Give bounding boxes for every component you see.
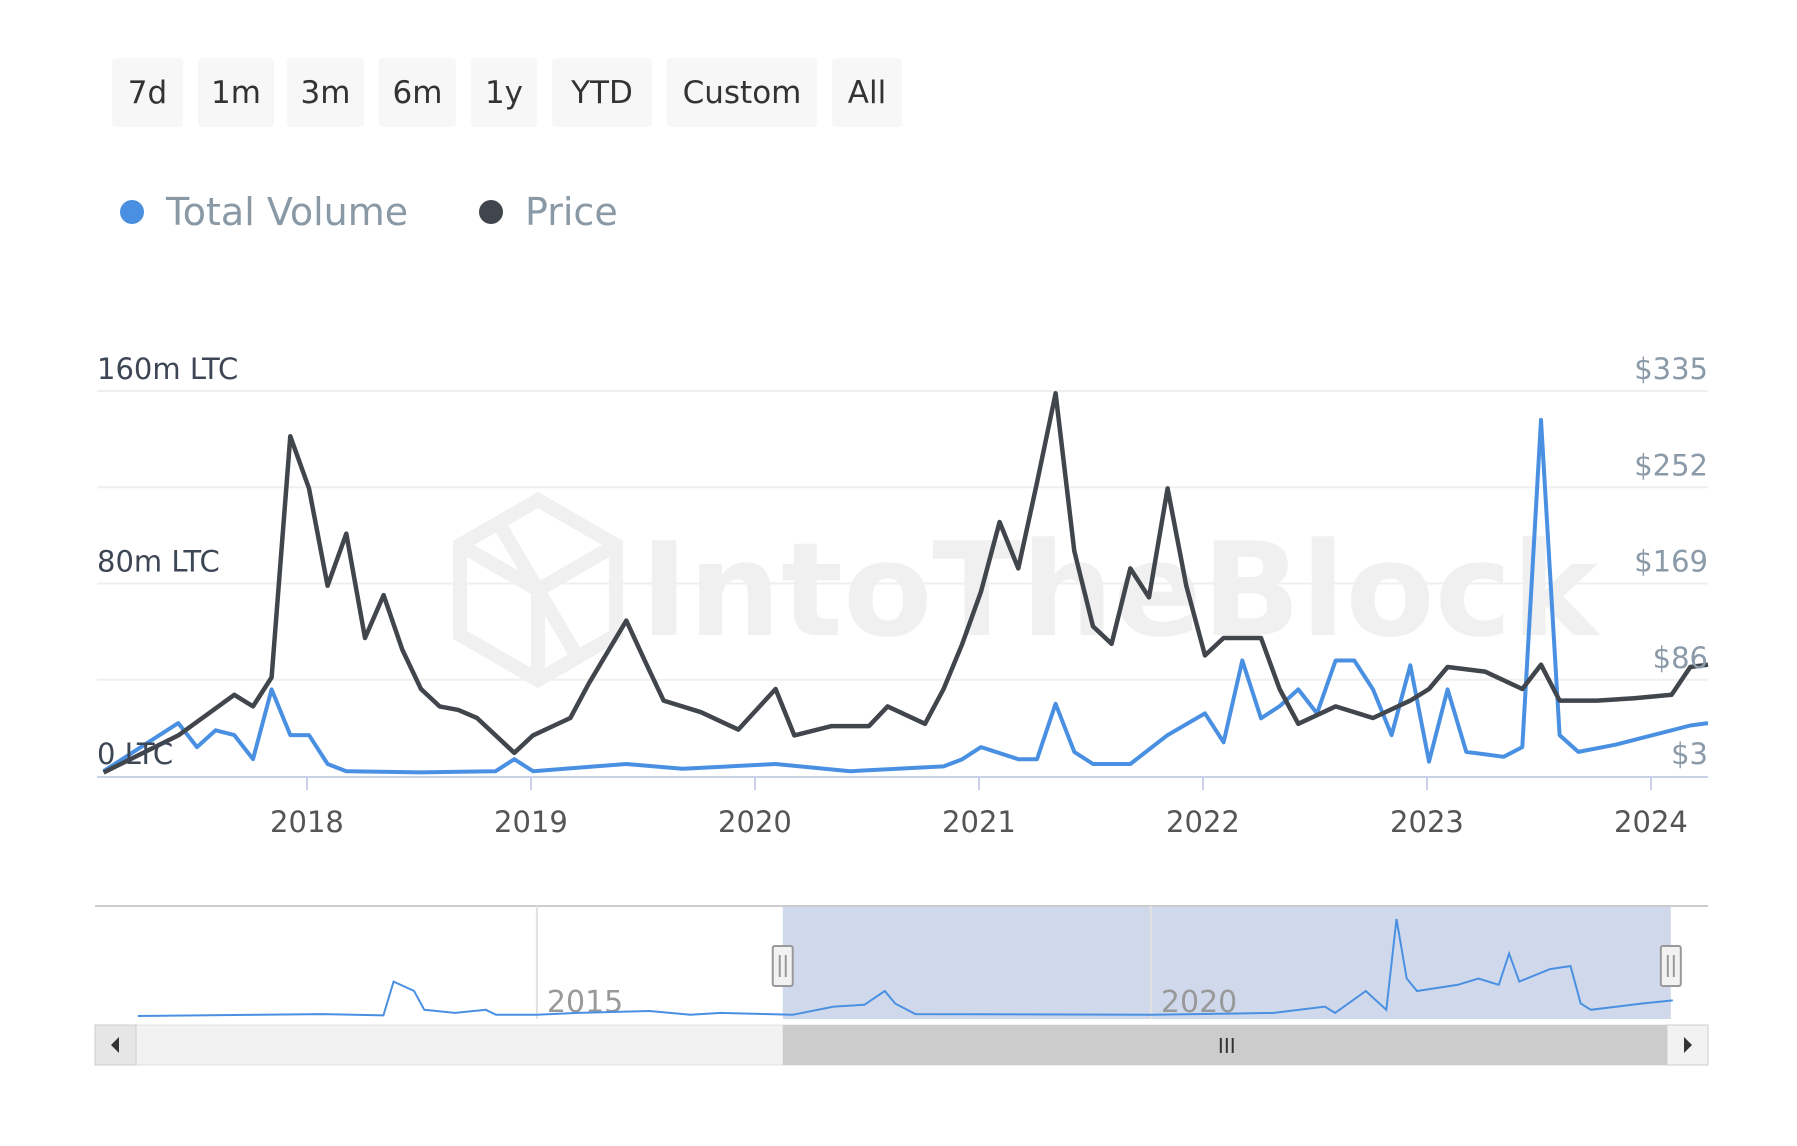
range-button-all[interactable]: All: [832, 58, 902, 127]
left-axis-label: 0 LTC: [97, 737, 173, 771]
scroll-right-button[interactable]: [1666, 1024, 1709, 1066]
right-axis-label: $3: [1671, 737, 1708, 771]
navigator-selection[interactable]: [782, 907, 1671, 1019]
navigator-handle-right[interactable]: [1659, 945, 1682, 987]
x-axis-label: 2021: [942, 805, 1016, 839]
volume-line: [102, 417, 1709, 775]
x-axis-label: 2022: [1166, 805, 1240, 839]
legend-label-price: Price: [525, 190, 618, 234]
volume-dot-icon: [120, 200, 144, 224]
price-line: [102, 391, 1709, 775]
x-axis-label: 2020: [718, 805, 792, 839]
scroll-left-button[interactable]: [94, 1024, 137, 1066]
legend-label-total-volume: Total Volume: [166, 190, 409, 234]
navigator-handle-left[interactable]: [771, 945, 794, 987]
scrollbar-thumb[interactable]: [782, 1025, 1671, 1065]
range-button-3m[interactable]: 3m: [287, 58, 364, 127]
right-axis-label: $86: [1653, 641, 1708, 675]
x-axis-label: 2018: [270, 805, 344, 839]
range-button-6m[interactable]: 6m: [379, 58, 456, 127]
watermark-text: IntoTheBlock: [640, 514, 1601, 666]
right-axis-label: $169: [1634, 545, 1708, 579]
arrow-right-icon: [1684, 1037, 1692, 1053]
legend-item-price[interactable]: Price: [479, 190, 618, 234]
left-axis-label: 160m LTC: [97, 352, 238, 386]
legend-item-total-volume[interactable]: Total Volume: [120, 190, 408, 234]
arrow-left-icon: [111, 1037, 119, 1053]
range-button-1m[interactable]: 1m: [198, 58, 274, 127]
range-button-ytd[interactable]: YTD: [552, 58, 652, 127]
range-button-7d[interactable]: 7d: [112, 58, 183, 127]
left-axis-label: 80m LTC: [97, 545, 220, 579]
price-dot-icon: [479, 200, 503, 224]
range-button-1y[interactable]: 1y: [471, 58, 537, 127]
scrollbar-grip: III: [1218, 1034, 1236, 1058]
watermark: IntoTheBlock: [453, 491, 1601, 689]
x-axis-label: 2019: [494, 805, 568, 839]
navigator-series: [137, 918, 1673, 1017]
x-axis-label: 2023: [1390, 805, 1464, 839]
x-axis-label: 2024: [1614, 805, 1688, 839]
range-button-custom[interactable]: Custom: [667, 58, 817, 127]
right-axis-label: $252: [1634, 448, 1708, 482]
right-axis-label: $335: [1634, 352, 1708, 386]
